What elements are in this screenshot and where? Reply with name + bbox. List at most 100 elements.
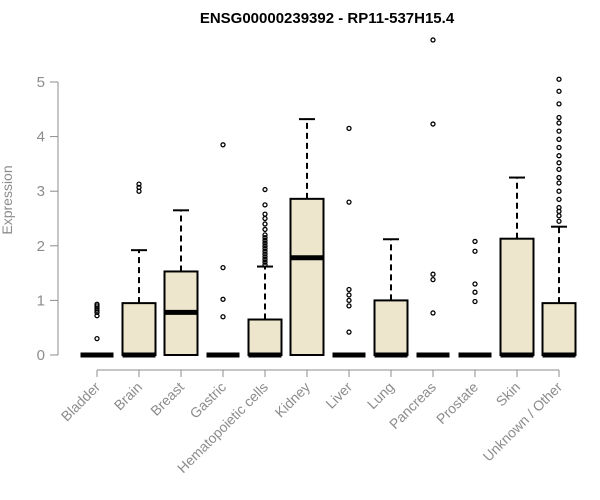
- outlier-point: [556, 218, 562, 224]
- x-tick-label: Brain: [111, 379, 145, 413]
- y-tick-label: 4: [37, 129, 45, 146]
- box-liver: [332, 125, 366, 358]
- outlier-point: [94, 335, 100, 342]
- box-breast: [163, 209, 199, 357]
- box-hematopoietic-cells: [247, 186, 283, 358]
- outlier-point: [430, 121, 436, 127]
- outlier-point: [262, 215, 268, 222]
- x-tick-label: Bladder: [58, 379, 104, 425]
- outlier-point: [556, 76, 562, 82]
- box-brain: [121, 181, 157, 358]
- y-axis: 0 1 2 3 4 5: [37, 74, 59, 364]
- box-series: [80, 37, 577, 358]
- outlier-point: [472, 238, 478, 245]
- outlier-point: [346, 297, 352, 304]
- outlier-point: [262, 245, 268, 252]
- outlier-point: [556, 188, 562, 194]
- outlier-point: [262, 221, 268, 227]
- outlier-point: [556, 88, 562, 94]
- chart-title: ENSG00000239392 - RP11-537H15.4: [200, 10, 455, 27]
- box-rect: [541, 302, 577, 357]
- box-bladder: [80, 301, 114, 358]
- outlier-point: [472, 298, 478, 305]
- outlier-point: [556, 174, 562, 181]
- outlier-point: [346, 329, 352, 335]
- x-tick-label: Pancreas: [386, 379, 439, 432]
- outlier-point: [262, 256, 268, 263]
- outlier-point: [556, 213, 562, 219]
- outlier-point: [262, 240, 268, 246]
- box-skin: [499, 176, 535, 358]
- box-unknown-other: [541, 76, 577, 358]
- x-tick-label: Kidney: [272, 379, 314, 421]
- outlier-point: [220, 264, 226, 271]
- box-rect: [247, 318, 283, 357]
- outlier-point: [556, 166, 562, 173]
- outlier-point: [430, 271, 436, 277]
- y-tick-label: 1: [37, 292, 45, 309]
- outlier-point: [556, 160, 562, 166]
- outlier-point: [262, 254, 268, 260]
- y-axis-label: Expression: [0, 165, 15, 234]
- outlier-point: [262, 186, 268, 193]
- y-tick-label: 3: [37, 183, 45, 200]
- x-tick-label: Unknown / Other: [480, 379, 566, 465]
- box-rect: [373, 299, 409, 356]
- x-tick-label: Breast: [147, 379, 187, 419]
- outlier-point: [556, 114, 562, 121]
- box-pancreas: [416, 37, 450, 358]
- outlier-point: [136, 181, 142, 187]
- outlier-point: [556, 196, 562, 203]
- outlier-point: [220, 314, 226, 320]
- outlier-point: [94, 313, 100, 319]
- outlier-point: [430, 277, 436, 283]
- outlier-point: [262, 234, 268, 241]
- x-tick-label: Prostate: [433, 379, 481, 427]
- box-rect: [121, 302, 157, 357]
- outlier-point: [262, 211, 268, 217]
- outlier-point: [556, 204, 562, 211]
- outlier-point: [262, 243, 268, 249]
- box-prostate: [458, 238, 492, 358]
- outlier-point: [94, 301, 100, 307]
- outlier-point: [472, 281, 478, 287]
- outlier-point: [556, 120, 562, 126]
- outlier-point: [346, 292, 352, 298]
- outlier-point: [346, 286, 352, 293]
- outlier-point: [220, 142, 226, 148]
- outlier-point: [262, 251, 268, 257]
- x-tick-label: Lung: [364, 379, 397, 412]
- box-gastric: [206, 142, 240, 358]
- x-tick-label: Skin: [493, 379, 524, 410]
- x-tick-label: Liver: [322, 379, 355, 412]
- outlier-point: [472, 289, 478, 295]
- outlier-point: [262, 232, 268, 238]
- outlier-point: [556, 180, 562, 186]
- y-tick-label: 0: [37, 347, 45, 364]
- y-tick-label: 2: [37, 238, 45, 255]
- outlier-point: [430, 37, 436, 43]
- outlier-point: [556, 153, 562, 159]
- outlier-point: [262, 202, 268, 208]
- box-kidney: [289, 118, 325, 356]
- outlier-point: [262, 262, 268, 268]
- outlier-point: [346, 199, 352, 205]
- outlier-point: [472, 248, 478, 254]
- box-lung: [373, 238, 409, 358]
- outlier-point: [262, 259, 268, 265]
- box-rect: [499, 237, 535, 356]
- outlier-point: [262, 248, 268, 254]
- outlier-point: [556, 136, 562, 142]
- outlier-point: [346, 303, 352, 309]
- outlier-point: [346, 125, 352, 132]
- outlier-point: [262, 237, 268, 243]
- outlier-point: [262, 226, 268, 233]
- outlier-point: [430, 310, 436, 316]
- outlier-point: [136, 184, 142, 191]
- outlier-point: [220, 296, 226, 302]
- box-rect: [289, 197, 325, 356]
- outlier-point: [556, 101, 562, 107]
- y-tick-label: 5: [37, 74, 45, 91]
